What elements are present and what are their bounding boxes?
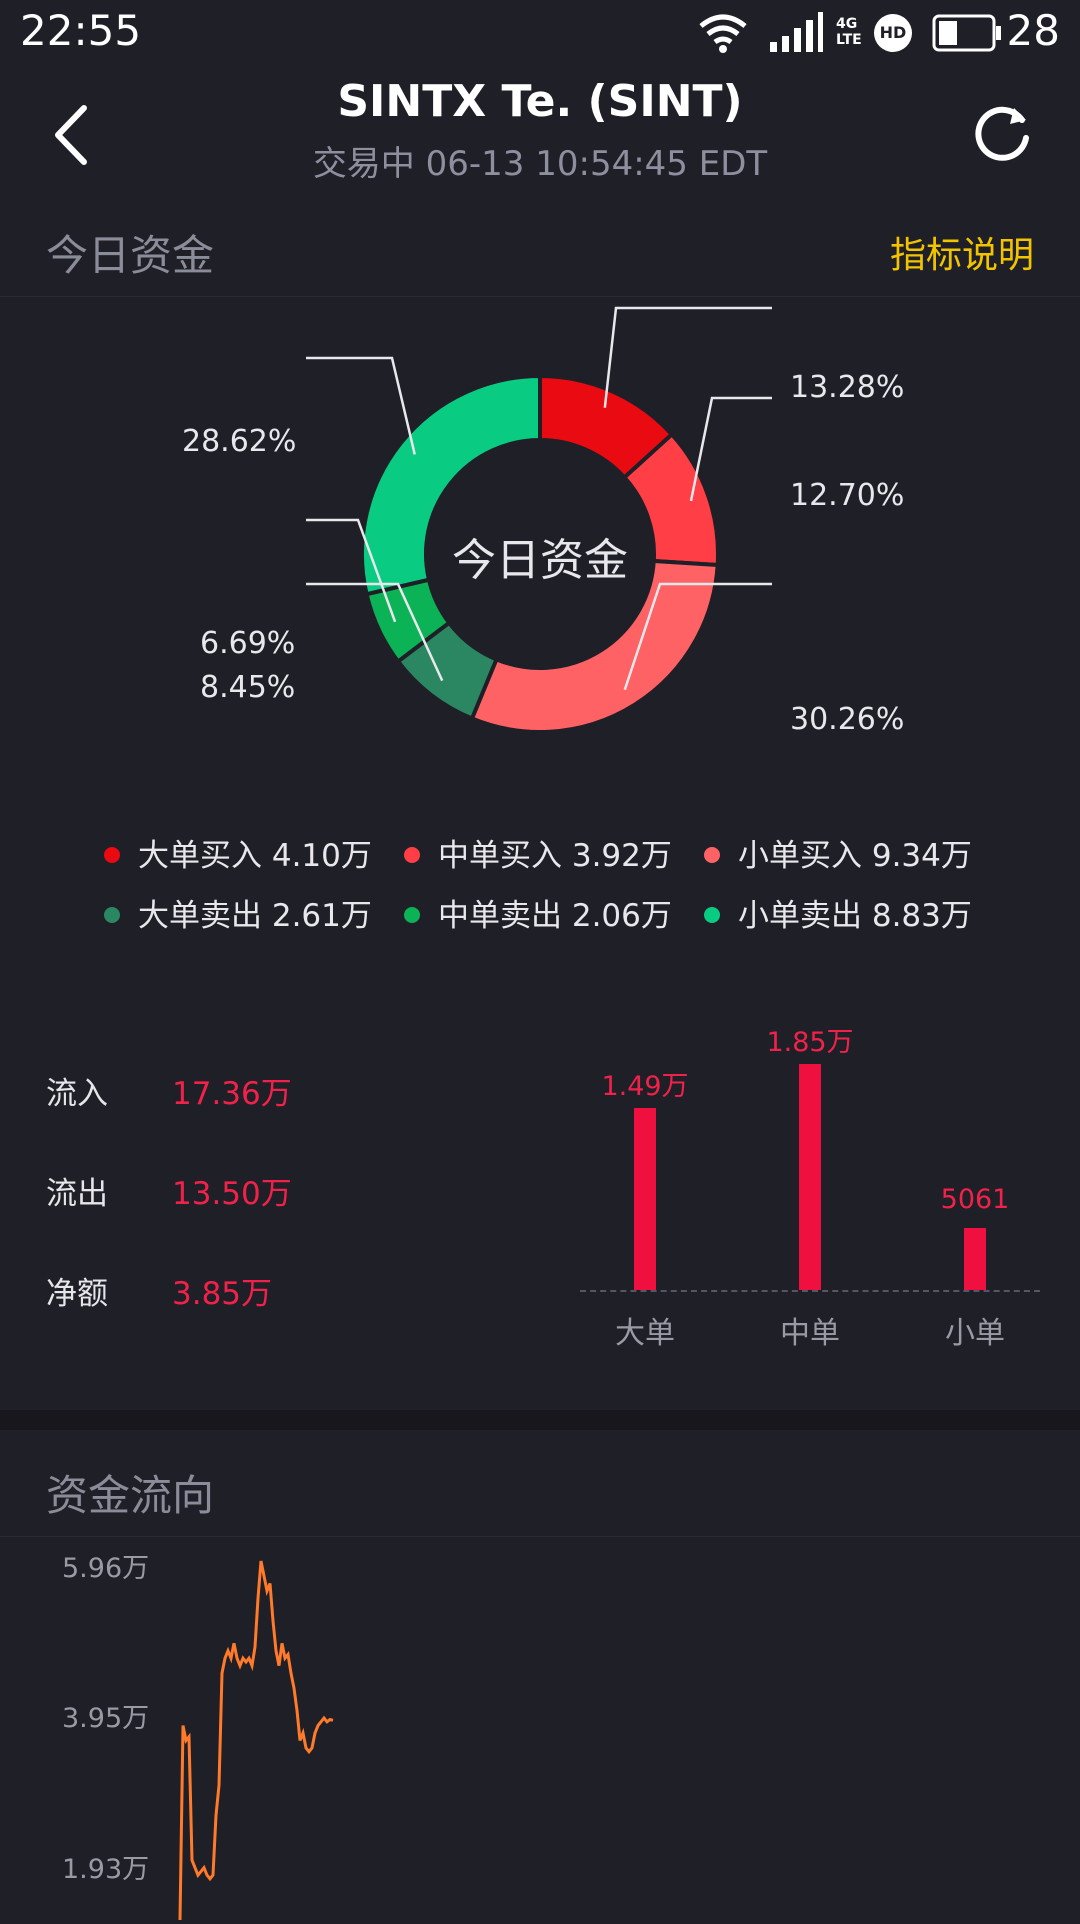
signal-icon bbox=[770, 12, 823, 52]
bar-2 bbox=[964, 1228, 986, 1290]
bar-category-label: 小单 bbox=[945, 1316, 1005, 1351]
net-label: 净额 bbox=[46, 1276, 108, 1312]
inflow-value: 17.36万 bbox=[172, 1076, 292, 1112]
donut-chart: 今日资金 13.28% 12.70% 30.26% 8.45% 6.69% 28… bbox=[0, 300, 1080, 780]
outflow-label: 流出 bbox=[46, 1176, 108, 1212]
donut-svg bbox=[306, 306, 772, 734]
net-value: 3.85万 bbox=[172, 1276, 273, 1312]
section-title: 今日资金 bbox=[46, 231, 215, 280]
section-divider bbox=[0, 1410, 1080, 1430]
y-tick-label: 5.96万 bbox=[62, 1552, 150, 1584]
legend-dot bbox=[404, 906, 420, 923]
indicator-help-link[interactable]: 指标说明 bbox=[889, 235, 1034, 276]
line-svg bbox=[178, 1560, 334, 1921]
hd-badge: HD bbox=[874, 14, 912, 52]
pct-label-medium-buy: 12.70% bbox=[790, 478, 905, 513]
net-flow-bar-chart: 1.49万大单 1.85万中单 5061 小单 bbox=[580, 1010, 1040, 1351]
page-title: SINTX Te. (SINT) bbox=[337, 76, 743, 127]
outflow-row: 流出 13.50万 bbox=[46, 1168, 292, 1213]
bar-value-label: 5061 bbox=[940, 1184, 1010, 1216]
pct-label-medium-sell: 6.69% bbox=[200, 626, 296, 661]
pct-label-large-sell: 8.45% bbox=[200, 670, 296, 705]
refresh-icon[interactable] bbox=[970, 100, 1036, 166]
bar-0 bbox=[634, 1107, 656, 1290]
legend-dot bbox=[404, 846, 420, 863]
legend-dot bbox=[704, 906, 720, 923]
network-type-label: 4G LTE bbox=[836, 16, 862, 48]
trading-status: 交易中 06-13 10:54:45 EDT bbox=[312, 144, 768, 184]
legend-item: 小单卖出 8.83万 bbox=[704, 890, 972, 935]
net-row: 净额 3.85万 bbox=[46, 1268, 272, 1313]
legend-item: 中单卖出 2.06万 bbox=[404, 890, 672, 935]
fund-flow-line-chart: 5.96万 3.95万 1.93万 bbox=[0, 1537, 1080, 1921]
bar-baseline bbox=[580, 1290, 1040, 1292]
status-time: 22:55 bbox=[20, 6, 142, 55]
legend-dot bbox=[104, 846, 120, 863]
pct-label-large-buy: 13.28% bbox=[790, 370, 905, 405]
legend-dot bbox=[704, 846, 720, 863]
leader-line bbox=[689, 396, 772, 502]
header: SINTX Te. (SINT) 交易中 06-13 10:54:45 EDT bbox=[0, 66, 1080, 196]
bar-value-label: 1.49万 bbox=[601, 1070, 689, 1102]
bar-category-label: 大单 bbox=[615, 1316, 675, 1351]
donut-slice-small-sell bbox=[360, 373, 542, 597]
wifi-icon bbox=[699, 14, 747, 53]
outflow-value: 13.50万 bbox=[172, 1176, 292, 1212]
battery-icon bbox=[932, 14, 1001, 52]
legend-item: 大单买入 4.10万 bbox=[104, 830, 372, 875]
section-title: 资金流向 bbox=[46, 1471, 215, 1520]
leader-line bbox=[603, 306, 772, 408]
today-funds-header: 今日资金 指标说明 bbox=[0, 200, 1080, 297]
fund-flow-line bbox=[178, 1560, 334, 1921]
leader-line bbox=[306, 582, 444, 682]
bar-1 bbox=[799, 1064, 821, 1290]
legend-item: 中单买入 3.92万 bbox=[404, 830, 672, 875]
inflow-row: 流入 17.36万 bbox=[46, 1068, 292, 1113]
pct-label-small-buy: 30.26% bbox=[790, 702, 905, 737]
y-tick-label: 1.93万 bbox=[62, 1854, 150, 1886]
legend-item: 大单卖出 2.61万 bbox=[104, 890, 372, 935]
leader-line bbox=[306, 518, 397, 623]
leader-line bbox=[306, 356, 416, 455]
legend-dot bbox=[104, 906, 120, 923]
donut-center-label: 今日资金 bbox=[452, 535, 628, 586]
bar-category-label: 中单 bbox=[780, 1316, 840, 1351]
pct-label-small-sell: 28.62% bbox=[182, 424, 297, 459]
inflow-label: 流入 bbox=[46, 1076, 108, 1112]
donut-slice-small-buy bbox=[469, 558, 720, 734]
back-icon[interactable] bbox=[44, 100, 104, 170]
fund-flow-header: 资金流向 bbox=[0, 1440, 1080, 1537]
battery-level: 28 bbox=[1006, 6, 1060, 55]
y-tick-label: 3.95万 bbox=[62, 1703, 150, 1735]
leader-line bbox=[623, 582, 772, 691]
legend-item: 小单买入 9.34万 bbox=[704, 830, 972, 875]
bar-value-label: 1.85万 bbox=[766, 1027, 854, 1058]
status-bar: 22:55 4G LTE HD 28 bbox=[0, 0, 1080, 66]
